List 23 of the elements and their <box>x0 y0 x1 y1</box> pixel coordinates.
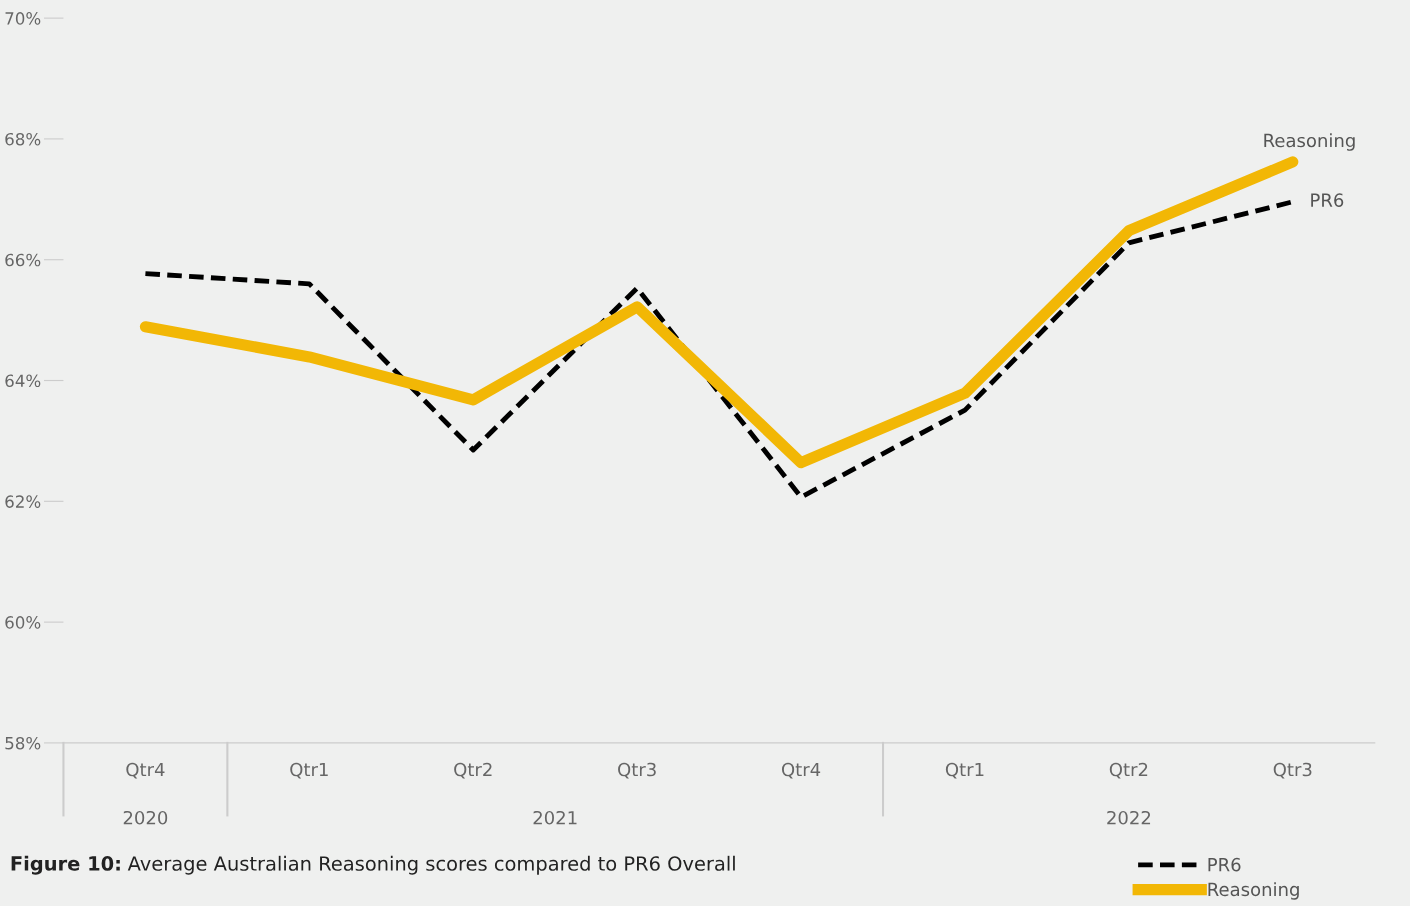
legend-label: Reasoning <box>1208 882 1299 900</box>
x-tick-label: Qtr3 <box>618 762 656 779</box>
x-tick-label: Qtr3 <box>1273 762 1312 779</box>
y-tick-label: 68% <box>5 132 41 146</box>
y-tick-label: 62% <box>5 495 41 508</box>
y-tick-label: 66% <box>5 253 41 267</box>
x-tick-label: Qtr2 <box>454 762 492 779</box>
text: Reasoning <box>1264 133 1355 151</box>
text: Figure 10: Average Australian Reasoning scores compared to PR6 Overall <box>11 855 735 875</box>
legend-label: PR6 <box>1208 857 1241 872</box>
x-tick-label: Qtr1 <box>945 762 984 779</box>
y-tick-label: 60% <box>5 616 41 629</box>
x-tick-label: Qtr4 <box>781 762 821 779</box>
x-tick-label: Qtr2 <box>1109 762 1148 779</box>
y-tick-label: 70% <box>5 12 41 25</box>
text: 2022 <box>1107 810 1151 825</box>
text: PR6 <box>1311 193 1344 207</box>
y-tick-label: 58% <box>5 736 41 750</box>
x-tick-label: Qtr1 <box>290 762 328 779</box>
y-tick-label: 64% <box>5 374 41 388</box>
text: 2021 <box>533 810 577 825</box>
x-tick-label: Qtr4 <box>126 762 165 779</box>
text: 2020 <box>123 810 168 825</box>
